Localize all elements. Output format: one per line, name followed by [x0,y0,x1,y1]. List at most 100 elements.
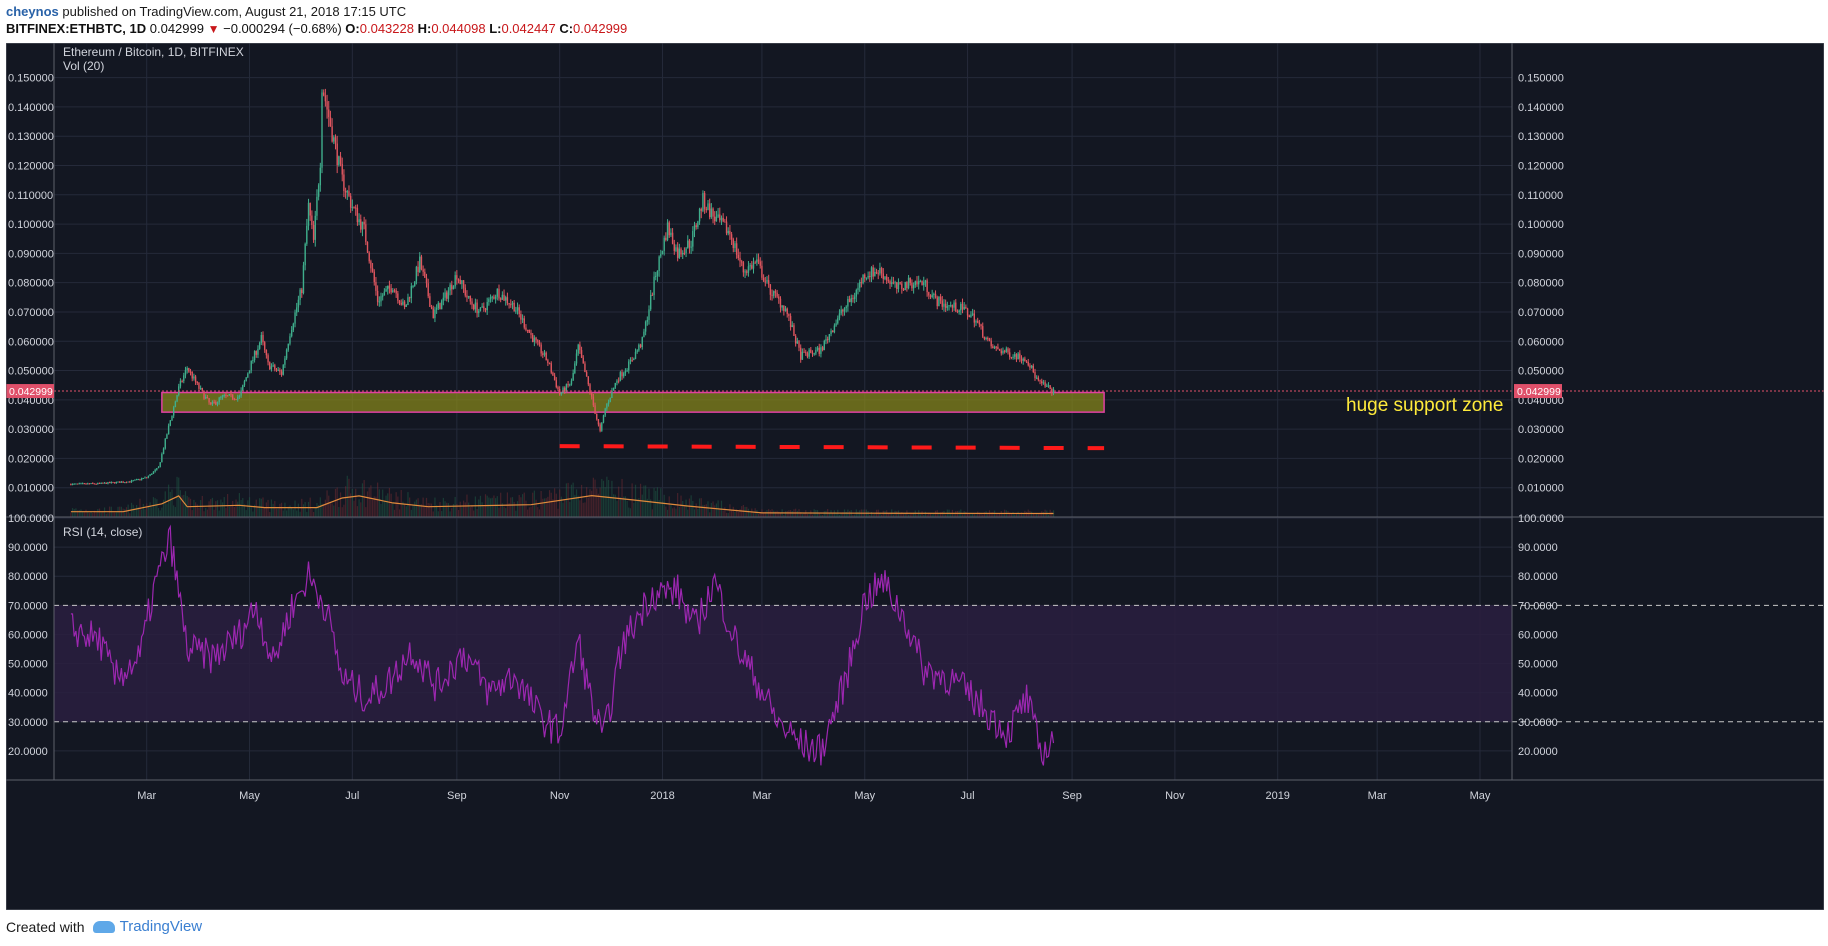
volume-bar [88,512,90,517]
candle-body [410,286,413,299]
volume-bar [272,503,274,517]
candle-body [139,479,141,481]
volume-bar [736,509,738,517]
volume-bar [744,506,746,517]
candle-body [85,483,87,485]
volume-bar [206,509,208,517]
candle-body [950,305,952,307]
candle-body [451,284,453,290]
candle-body [110,482,113,484]
candle-body [766,280,768,282]
candle-body [516,307,519,311]
volume-bar [641,494,643,517]
candle-body [909,277,911,283]
candle-body [348,191,350,196]
candle-body [142,478,145,480]
candle-body [710,208,713,218]
volume-bar [872,514,874,517]
candle-body [193,376,195,379]
volume-bar [646,498,648,517]
candle-body [555,380,557,388]
volume-bar [980,513,982,517]
candle-body [216,402,219,405]
candle-body [211,401,214,405]
price-chart[interactable]: 0.010000 0.010000 0.020000 0.020000 0.030000… [6,43,1824,910]
candle-body [616,380,618,383]
volume-bar [469,507,471,517]
candle-body [558,389,561,395]
candle-body [1032,365,1035,373]
candle-body [213,401,215,403]
candle-body [466,295,468,298]
candle-body [788,314,790,316]
volume-bar [306,511,308,517]
candle-body [174,401,177,408]
candle-body [946,306,949,308]
candle-body [1044,382,1046,387]
volume-bar [1037,514,1039,517]
candle-body [1025,361,1028,363]
volume-bar [382,489,384,517]
volume-bar [498,507,500,517]
candle-body [604,408,606,416]
candle-body [407,297,409,306]
volume-bar [441,511,443,517]
volume-bar [343,504,345,517]
candle-body [452,286,455,290]
volume-bar [978,512,980,517]
volume-bar [493,495,495,517]
volume-bar [291,507,293,517]
volume-bar [341,507,343,517]
volume-bar [803,512,805,517]
candle-body [181,380,183,382]
volume-bar [710,502,712,517]
volume-bar [998,513,1001,517]
volume-bar [452,503,455,517]
candle-body [186,368,188,371]
volume-bar [265,502,267,517]
candle-body [862,274,864,284]
volume-bar [820,514,822,517]
volume-bar [621,478,623,517]
volume-bar [371,499,374,517]
candlesticks [70,88,1055,486]
volume-bar [953,513,955,517]
volume-bar [183,494,185,517]
price-tick-left: 0.140000 [8,102,54,114]
candle-body [380,296,382,302]
volume-bar [193,499,195,517]
author-name[interactable]: cheynos [6,4,59,19]
candle-body [201,388,204,391]
volume-bar [776,510,778,517]
candle-body [159,462,161,468]
candle-body [321,92,323,168]
volume-bar [107,513,109,517]
volume-bar [289,505,291,517]
candle-body [818,347,820,354]
candle-body [319,167,322,186]
volume-bar [655,490,657,517]
candle-body [749,265,751,267]
volume-bar [459,501,461,517]
candle-body [685,248,687,254]
volume-bar [714,505,716,517]
candle-body [473,304,475,310]
candle-body [725,221,728,234]
volume-bar [671,508,674,517]
candle-body [837,318,839,324]
volume-bar [842,512,844,517]
volume-bar [312,511,315,517]
volume-label: Vol (20) [63,59,104,73]
volume-bar [253,504,256,517]
volume-bar [919,514,921,517]
tradingview-link[interactable]: TradingView [92,918,202,935]
volume-bar [1015,512,1018,517]
candle-body [199,388,202,390]
candle-body [140,478,143,480]
volume-bar [907,514,910,517]
candle-body [953,302,955,308]
tradingview-logo-icon [92,920,115,933]
candle-body [564,387,566,392]
volume-bar [535,499,537,517]
candle-body [103,482,106,484]
